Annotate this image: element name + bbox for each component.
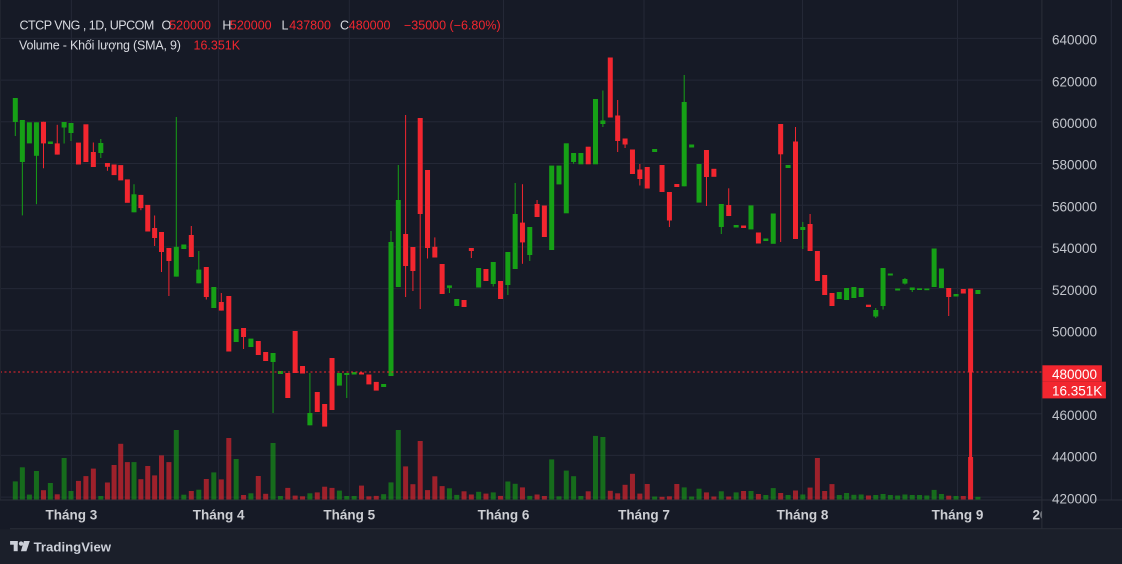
svg-text:CTCP VNG , 1D, UPCOM: CTCP VNG , 1D, UPCOM	[20, 19, 154, 33]
svg-text:560000: 560000	[1052, 199, 1097, 214]
svg-text:480000: 480000	[1052, 367, 1097, 382]
svg-text:540000: 540000	[1052, 241, 1097, 256]
svg-text:500000: 500000	[1052, 325, 1097, 340]
svg-text:Tháng 6: Tháng 6	[478, 508, 530, 523]
svg-text:2024: 2024	[1033, 508, 1064, 523]
svg-text:420000: 420000	[1052, 491, 1097, 506]
svg-text:Tháng 3: Tháng 3	[46, 508, 98, 523]
svg-text:Volume - Khối lượng (SMA, 9): Volume - Khối lượng (SMA, 9)	[19, 39, 181, 53]
svg-text:TradingView: TradingView	[34, 540, 112, 555]
svg-text:600000: 600000	[1052, 116, 1097, 131]
svg-text:Tháng 4: Tháng 4	[193, 508, 245, 523]
svg-text:640000: 640000	[1052, 33, 1097, 48]
svg-text:620000: 620000	[1052, 74, 1097, 89]
svg-text:460000: 460000	[1052, 408, 1097, 423]
svg-text:580000: 580000	[1052, 158, 1097, 173]
svg-text:16.351K: 16.351K	[1052, 383, 1102, 398]
svg-text:440000: 440000	[1052, 450, 1097, 465]
svg-text:Tháng 7: Tháng 7	[618, 508, 670, 523]
svg-text:16.351K: 16.351K	[194, 39, 241, 53]
svg-text:Tháng 9: Tháng 9	[932, 508, 984, 523]
svg-text:Tháng 8: Tháng 8	[777, 508, 829, 523]
svg-text:520000: 520000	[1052, 283, 1097, 298]
svg-text:Tháng 5: Tháng 5	[323, 508, 375, 523]
